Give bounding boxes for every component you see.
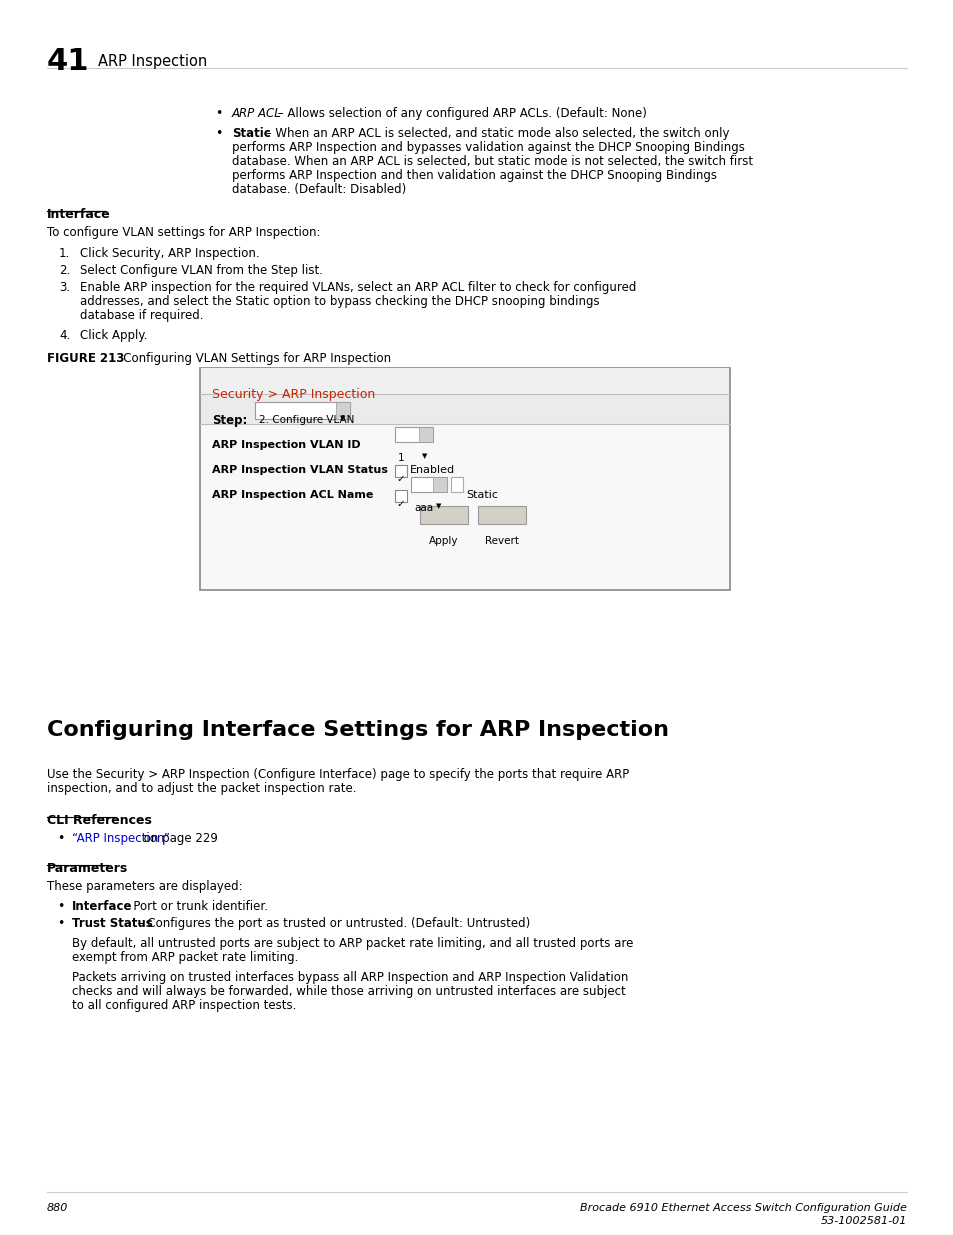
Bar (411, 477, 447, 492)
Text: Static: Static (465, 490, 497, 500)
Bar (433, 477, 447, 492)
Text: Enable ARP inspection for the required VLANs, select an ARP ACL filter to check : Enable ARP inspection for the required V… (80, 282, 636, 294)
Text: These parameters are displayed:: These parameters are displayed: (47, 881, 242, 893)
Text: Configuring Interface Settings for ARP Inspection: Configuring Interface Settings for ARP I… (47, 720, 668, 740)
Text: 3.: 3. (59, 282, 71, 294)
Bar (419, 506, 468, 524)
Text: Use the Security > ARP Inspection (Configure Interface) page to specify the port: Use the Security > ARP Inspection (Confi… (47, 768, 629, 781)
Text: inspection, and to adjust the packet inspection rate.: inspection, and to adjust the packet ins… (47, 782, 356, 795)
Text: aaa: aaa (414, 503, 433, 513)
Text: Revert: Revert (484, 536, 518, 546)
Bar (451, 477, 462, 492)
Bar (395, 466, 407, 477)
Text: ✓: ✓ (395, 474, 404, 484)
Text: To configure VLAN settings for ARP Inspection:: To configure VLAN settings for ARP Inspe… (47, 226, 320, 240)
Text: performs ARP Inspection and then validation against the DHCP Snooping Bindings: performs ARP Inspection and then validat… (232, 169, 717, 182)
Text: Configuring VLAN Settings for ARP Inspection: Configuring VLAN Settings for ARP Inspec… (112, 352, 391, 366)
Text: ARP Inspection ACL Name: ARP Inspection ACL Name (212, 490, 373, 500)
Text: •: • (57, 918, 64, 930)
Bar (200, 368, 729, 590)
Text: – Configures the port as trusted or untrusted. (Default: Untrusted): – Configures the port as trusted or untr… (133, 918, 530, 930)
Text: ▼: ▼ (436, 503, 441, 509)
Bar (335, 403, 350, 419)
Text: Click Security, ARP Inspection.: Click Security, ARP Inspection. (80, 247, 259, 261)
Text: database if required.: database if required. (80, 309, 203, 322)
Text: database. (Default: Disabled): database. (Default: Disabled) (232, 183, 406, 196)
Bar (418, 427, 433, 442)
Text: ▼: ▼ (421, 453, 427, 459)
Text: 41: 41 (47, 47, 90, 77)
Text: – Allows selection of any configured ARP ACLs. (Default: None): – Allows selection of any configured ARP… (274, 107, 646, 120)
Text: Trust Status: Trust Status (71, 918, 152, 930)
Text: Brocade 6910 Ethernet Access Switch Configuration Guide: Brocade 6910 Ethernet Access Switch Conf… (579, 1203, 906, 1213)
Text: Packets arriving on trusted interfaces bypass all ARP Inspection and ARP Inspect: Packets arriving on trusted interfaces b… (71, 971, 628, 984)
Text: Enabled: Enabled (410, 466, 455, 475)
Text: 1: 1 (397, 453, 404, 463)
Bar (254, 403, 350, 419)
Text: •: • (214, 127, 222, 140)
Text: “ARP Inspection”: “ARP Inspection” (71, 832, 170, 845)
Text: performs ARP Inspection and bypasses validation against the DHCP Snooping Bindin: performs ARP Inspection and bypasses val… (232, 141, 744, 154)
Text: ✓: ✓ (395, 499, 404, 509)
Text: ARP Inspection: ARP Inspection (98, 54, 207, 69)
Bar (395, 490, 407, 501)
Text: •: • (57, 900, 64, 913)
Text: CLI References: CLI References (47, 814, 152, 827)
Text: •: • (214, 107, 222, 120)
Text: Apply: Apply (429, 536, 458, 546)
Text: checks and will always be forwarded, while those arriving on untrusted interface: checks and will always be forwarded, whi… (71, 986, 625, 998)
Text: •: • (57, 832, 64, 845)
Text: 880: 880 (47, 1203, 69, 1213)
Text: Parameters: Parameters (47, 862, 128, 876)
Bar (477, 506, 525, 524)
Text: exempt from ARP packet rate limiting.: exempt from ARP packet rate limiting. (71, 951, 298, 965)
Text: 2. Configure VLAN: 2. Configure VLAN (258, 415, 354, 425)
Text: database. When an ARP ACL is selected, but static mode is not selected, the swit: database. When an ARP ACL is selected, b… (232, 156, 752, 168)
Text: to all configured ARP inspection tests.: to all configured ARP inspection tests. (71, 999, 296, 1011)
Bar (201, 394, 728, 424)
Text: ▼: ▼ (339, 415, 345, 421)
Text: Static: Static (232, 127, 271, 140)
Text: – When an ARP ACL is selected, and static mode also selected, the switch only: – When an ARP ACL is selected, and stati… (262, 127, 729, 140)
Bar (395, 427, 433, 442)
Text: FIGURE 213: FIGURE 213 (47, 352, 124, 366)
Text: ARP ACL: ARP ACL (232, 107, 281, 120)
Text: 2.: 2. (59, 264, 71, 277)
Text: Interface: Interface (71, 900, 132, 913)
Text: Step:: Step: (212, 414, 247, 427)
Text: – Port or trunk identifier.: – Port or trunk identifier. (120, 900, 268, 913)
Text: Interface: Interface (47, 207, 111, 221)
Text: addresses, and select the Static option to bypass checking the DHCP snooping bin: addresses, and select the Static option … (80, 295, 599, 308)
Text: on page 229: on page 229 (140, 832, 217, 845)
Text: Click Apply.: Click Apply. (80, 329, 148, 342)
Text: ARP Inspection VLAN Status: ARP Inspection VLAN Status (212, 466, 388, 475)
Text: Security > ARP Inspection: Security > ARP Inspection (212, 388, 375, 401)
Text: Select Configure VLAN from the Step list.: Select Configure VLAN from the Step list… (80, 264, 323, 277)
Text: 4.: 4. (59, 329, 71, 342)
Text: By default, all untrusted ports are subject to ARP packet rate limiting, and all: By default, all untrusted ports are subj… (71, 937, 633, 950)
Text: 1.: 1. (59, 247, 71, 261)
Bar (201, 368, 728, 394)
Text: 53-1002581-01: 53-1002581-01 (820, 1216, 906, 1226)
Text: ARP Inspection VLAN ID: ARP Inspection VLAN ID (212, 440, 360, 450)
